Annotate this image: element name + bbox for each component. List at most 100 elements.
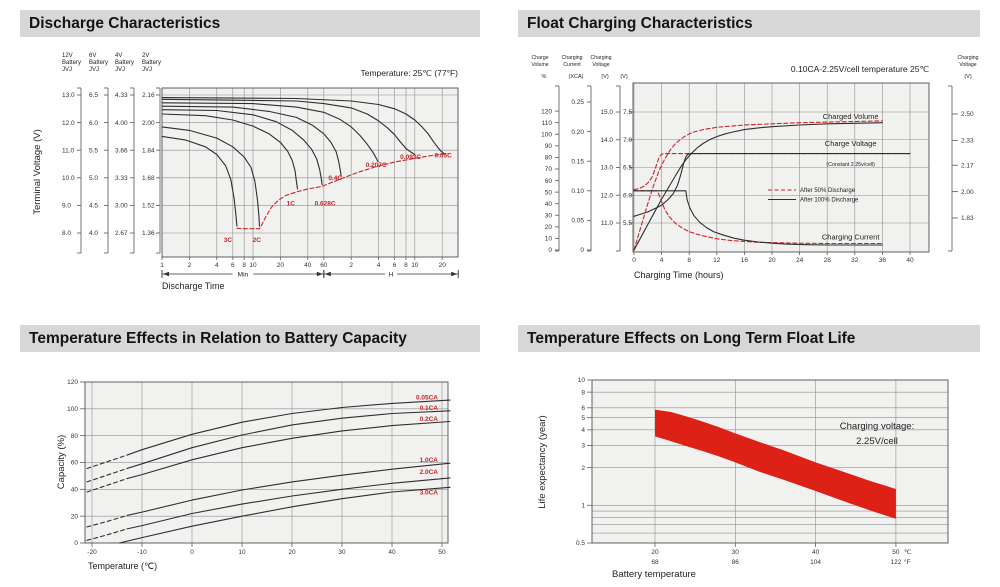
inline-label: Charged Volume: [823, 112, 879, 121]
tick-label: 13.0: [600, 165, 613, 172]
curve-label: 0.093C: [400, 154, 421, 161]
tick-label: 50: [892, 549, 900, 556]
tick-label: 90: [545, 143, 553, 150]
tick-label: 11.0: [601, 220, 614, 227]
tick-label: 40: [812, 549, 820, 556]
tick-label: 3.33: [115, 175, 128, 182]
tick-label: 4.00: [115, 120, 128, 127]
tick-label: 4.33: [115, 92, 128, 99]
scale-header: Charging: [561, 55, 582, 61]
curve-label: 0.05CA: [416, 394, 438, 401]
scale-unit: (V): [601, 74, 609, 80]
series-charging-current-50: [633, 190, 883, 245]
series-0.4C: [161, 105, 342, 177]
tick-label: 60: [71, 460, 79, 467]
tick-label: 2.17: [961, 162, 974, 169]
chart-note: 0.10CA-2.25V/cell temperature 25℃: [791, 64, 930, 74]
plot-area: [162, 88, 458, 257]
tick-label: 13.0: [62, 92, 75, 99]
tick-label: 80: [71, 433, 79, 440]
tick-label: 0.25: [571, 99, 584, 106]
scale-header: Charging: [590, 55, 611, 61]
x-unit-label: ℃: [904, 549, 912, 556]
legend-label: After 50% Discharge: [800, 188, 856, 194]
series-charge-voltage-50: [633, 153, 911, 191]
chart-note: Temperature: 25℃ (77°F): [360, 68, 458, 78]
tick-label: 7.5: [623, 109, 632, 116]
tick-label: 0.5: [576, 540, 585, 547]
tick-label: 68: [651, 559, 659, 566]
tick-label: 12.0: [62, 120, 75, 127]
tick-label: 30: [732, 549, 740, 556]
span-label-bg: [384, 269, 398, 279]
scale-header: JVJ: [115, 67, 125, 73]
y-axis-title: Terminal Voltage (V): [32, 129, 43, 215]
tick-label: 3: [581, 443, 585, 450]
curve-label: 0.1CA: [420, 405, 439, 412]
tick-label: 11.0: [62, 147, 75, 154]
scale-header: Battery: [62, 60, 81, 66]
series-2.0CA-dashed: [86, 528, 128, 541]
plot-border: [591, 379, 949, 544]
tick-label: 10: [411, 262, 419, 269]
curve-label: 1.0CA: [420, 457, 439, 464]
tick-label: 32: [851, 257, 859, 264]
tick-label: 6.5: [89, 92, 98, 99]
tick-label: 120: [541, 108, 552, 115]
tick-label: 10: [238, 549, 246, 556]
tick-label: 50: [438, 549, 446, 556]
series-0.1CA: [126, 410, 451, 470]
x-axis-title: Charging Time (hours): [634, 270, 724, 280]
tick-label: 6: [393, 262, 397, 269]
tick-label: 2.50: [961, 111, 974, 118]
x-unit-label: °F: [904, 558, 911, 566]
curve-label: 2.0CA: [420, 469, 439, 476]
x-axis-title: Temperature (℃): [88, 561, 157, 571]
tick-label: 122: [890, 559, 901, 566]
x-axis-title: Battery temperature: [612, 569, 696, 580]
tick-label: 14.0: [600, 137, 613, 144]
tick-label: 15.0: [600, 109, 613, 116]
tick-label: 1.52: [142, 203, 155, 210]
tick-label: 0: [580, 247, 584, 254]
scale-header: 6V: [89, 53, 96, 59]
series-cutoff: [236, 153, 449, 230]
series-0.05CA: [126, 399, 451, 456]
tick-label: 24: [796, 257, 804, 264]
tick-label: 1.36: [142, 230, 155, 237]
curve-label: 0.05C: [435, 152, 453, 159]
scale-unit: (XCA): [569, 74, 584, 80]
series-1.0CA: [126, 462, 451, 517]
scale-unit: (V): [964, 74, 972, 80]
tick-label: 4: [215, 262, 219, 269]
tick-label: 4.5: [89, 203, 98, 210]
series-3.0CA: [118, 486, 451, 544]
series-1C: [161, 113, 299, 190]
section-title-discharge: Discharge Characteristics: [20, 10, 480, 37]
tick-label: 1.68: [142, 175, 155, 182]
tick-label: 100: [67, 406, 78, 413]
inline-label: (Constant 2.25v/cell): [826, 162, 875, 168]
scale-header: Voltage: [592, 62, 609, 68]
tick-label: 4.0: [89, 230, 98, 237]
tick-label: 8.0: [62, 230, 71, 237]
tick-label: 104: [810, 559, 821, 566]
tick-label: 6.0: [623, 192, 632, 199]
scale-header: Current: [563, 62, 581, 68]
tick-label: 50: [545, 189, 553, 196]
tick-label: 12: [713, 257, 721, 264]
tick-label: 10: [249, 262, 257, 269]
tick-label: 0.20: [571, 129, 584, 136]
tick-label: 1.84: [142, 147, 155, 154]
tick-label: 2.33: [961, 138, 974, 145]
plot-border: [161, 87, 459, 258]
series-charging-current-100: [633, 190, 883, 246]
section-title-float-charging: Float Charging Characteristics: [518, 10, 980, 37]
tick-label: 100: [541, 131, 552, 138]
inline-label: Charge Voltage: [825, 139, 877, 148]
tick-label: 0.15: [571, 158, 584, 165]
tick-label: 10.0: [62, 175, 75, 182]
tick-label: 28: [824, 257, 832, 264]
